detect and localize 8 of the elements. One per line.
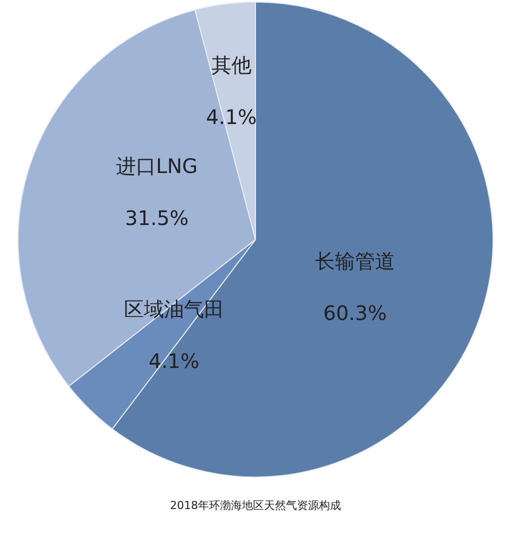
slice-label: 其他 (211, 53, 252, 77)
text: 2018年环渤海地区天然气资源构成 (170, 498, 341, 512)
slice-label: 区域油气田 (124, 297, 224, 321)
slice-label: 进口LNG (116, 154, 198, 178)
slice-label: 长输管道 (315, 249, 395, 273)
data-label: 31.5% (125, 206, 189, 230)
data-label: 60.3% (323, 301, 387, 325)
data-label: 4.1% (206, 105, 257, 129)
